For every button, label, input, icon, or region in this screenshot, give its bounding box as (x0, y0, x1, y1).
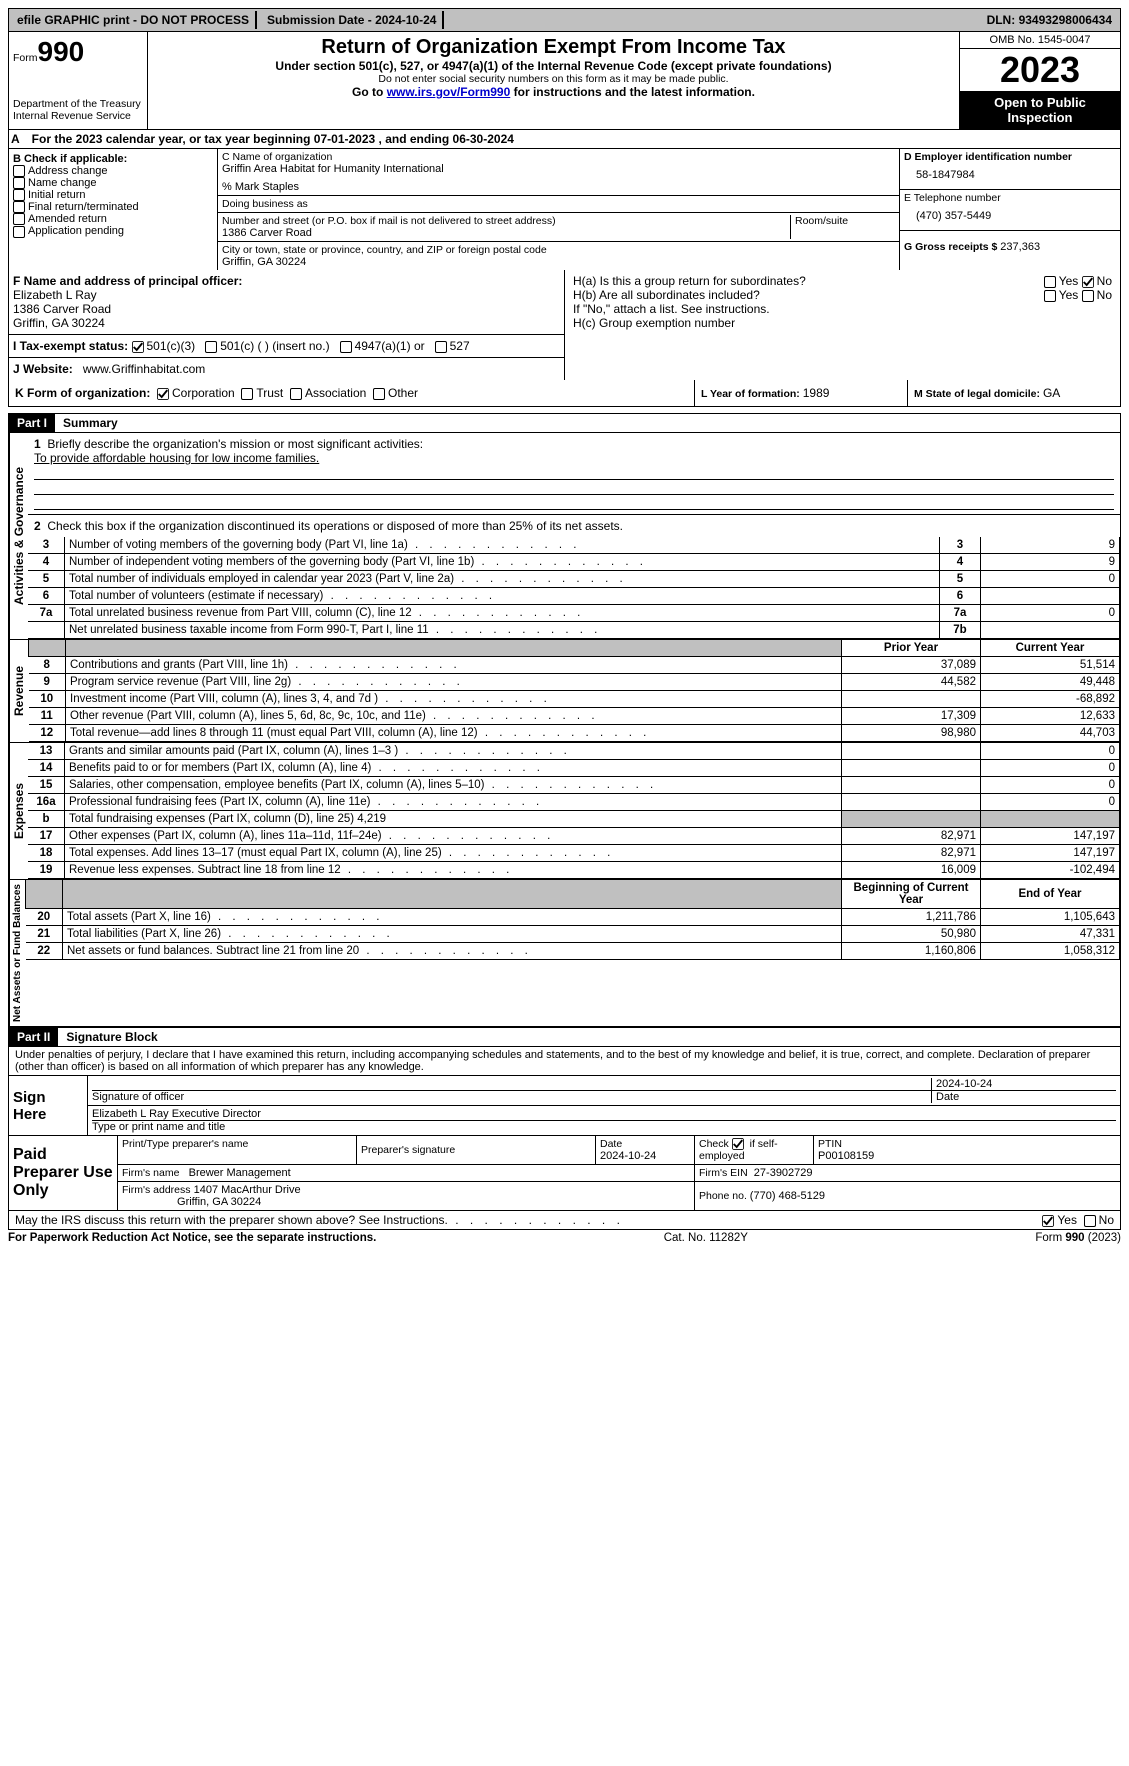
box-i: I Tax-exempt status: 501(c)(3) 501(c) ( … (9, 335, 564, 358)
dept-treasury: Department of the Treasury Internal Reve… (13, 98, 143, 122)
netassets-table: Beginning of Current YearEnd of Year 20T… (25, 880, 1120, 960)
ein: 58-1847984 (904, 163, 1116, 187)
vlabel-netassets: Net Assets or Fund Balances (9, 880, 25, 1026)
vlabel-governance: Activities & Governance (9, 433, 28, 639)
mission-text: To provide affordable housing for low in… (34, 451, 319, 465)
checkbox-option: Name change (13, 177, 213, 189)
checkbox-checked-icon (1042, 1215, 1054, 1227)
box-h: H(a) Is this a group return for subordin… (565, 270, 1120, 380)
box-k: K Form of organization: Corporation Trus… (9, 380, 694, 406)
firm-phone: (770) 468-5129 (750, 1190, 825, 1202)
firm-ein: 27-3902729 (754, 1167, 813, 1179)
checkbox-option: Final return/terminated (13, 201, 213, 213)
submission-date: Submission Date - 2024-10-24 (261, 11, 444, 29)
box-d: D Employer identification number 58-1847… (900, 149, 1120, 190)
dln: DLN: 93493298006434 (981, 11, 1118, 29)
form-prefix: Form (13, 52, 38, 64)
checkbox-checked-icon (1082, 276, 1094, 288)
page-footer: For Paperwork Reduction Act Notice, see … (8, 1232, 1121, 1244)
checkbox-option: Address change (13, 165, 213, 177)
telephone: (470) 357-5449 (904, 204, 1116, 228)
officer-name: Elizabeth L Ray (13, 288, 97, 302)
form-header: Form990 Department of the Treasury Inter… (8, 32, 1121, 130)
vlabel-revenue: Revenue (9, 640, 28, 742)
gross-receipts: 237,363 (1000, 241, 1040, 253)
city-state-zip: Griffin, GA 30224 (222, 256, 895, 268)
part-2-header: Part II Signature Block (8, 1027, 1121, 1047)
discuss-row: May the IRS discuss this return with the… (8, 1211, 1121, 1230)
open-inspection: Open to Public Inspection (960, 91, 1120, 129)
vlabel-expenses: Expenses (9, 743, 28, 879)
paid-preparer-block: Paid Preparer Use Only Print/Type prepar… (8, 1136, 1121, 1211)
box-b: B Check if applicable: Address changeNam… (9, 149, 218, 270)
revenue-table: Prior YearCurrent Year 8Contributions an… (28, 640, 1120, 742)
tax-year: 2023 (960, 49, 1120, 91)
firm-name: Brewer Management (189, 1167, 291, 1179)
box-c: C Name of organization Griffin Area Habi… (218, 149, 899, 270)
form-number: 990 (38, 36, 85, 67)
omb-number: OMB No. 1545-0047 (960, 32, 1120, 49)
line2-text: Check this box if the organization disco… (47, 519, 623, 533)
checkbox-option: Amended return (13, 213, 213, 225)
ssn-note: Do not enter social security numbers on … (152, 73, 955, 85)
checkbox-option: Initial return (13, 189, 213, 201)
governance-table: 3Number of voting members of the governi… (28, 537, 1120, 639)
form-subtitle: Under section 501(c), 527, or 4947(a)(1)… (152, 59, 955, 73)
part-1-header: Part I Summary (8, 413, 1121, 433)
box-g: G Gross receipts $ 237,363 (900, 231, 1120, 255)
checkbox-checked-icon (732, 1138, 744, 1150)
line1-label: Briefly describe the organization's miss… (47, 437, 423, 451)
box-m: M State of legal domicile: GA (907, 380, 1120, 406)
perjury-text: Under penalties of perjury, I declare th… (8, 1047, 1121, 1076)
checkbox-option: Application pending (13, 225, 213, 237)
checkbox-checked-icon (132, 341, 144, 353)
box-f: F Name and address of principal officer:… (9, 270, 564, 335)
care-of: % Mark Staples (222, 181, 895, 193)
efile-label: efile GRAPHIC print - DO NOT PROCESS (11, 11, 257, 29)
website: www.Griffinhabitat.com (83, 362, 206, 376)
street-address: 1386 Carver Road (222, 227, 790, 239)
expenses-table: 13Grants and similar amounts paid (Part … (28, 743, 1120, 879)
form-title: Return of Organization Exempt From Incom… (152, 36, 955, 59)
efile-topbar: efile GRAPHIC print - DO NOT PROCESS Sub… (8, 8, 1121, 32)
officer-name-title: Elizabeth L Ray Executive Director (92, 1108, 1116, 1120)
box-e: E Telephone number (470) 357-5449 (900, 190, 1120, 231)
sign-here-block: Sign Here 2024-10-24 Signature of office… (8, 1076, 1121, 1136)
section-a: A For the 2023 calendar year, or tax yea… (8, 130, 1121, 149)
box-l: L Year of formation: 1989 (694, 380, 907, 406)
org-name: Griffin Area Habitat for Humanity Intern… (222, 163, 895, 175)
checkbox-checked-icon (157, 388, 169, 400)
irs-link[interactable]: www.irs.gov/Form990 (387, 85, 511, 99)
ptin: P00108159 (818, 1150, 1116, 1162)
box-j: J Website: www.Griffinhabitat.com (9, 358, 564, 380)
